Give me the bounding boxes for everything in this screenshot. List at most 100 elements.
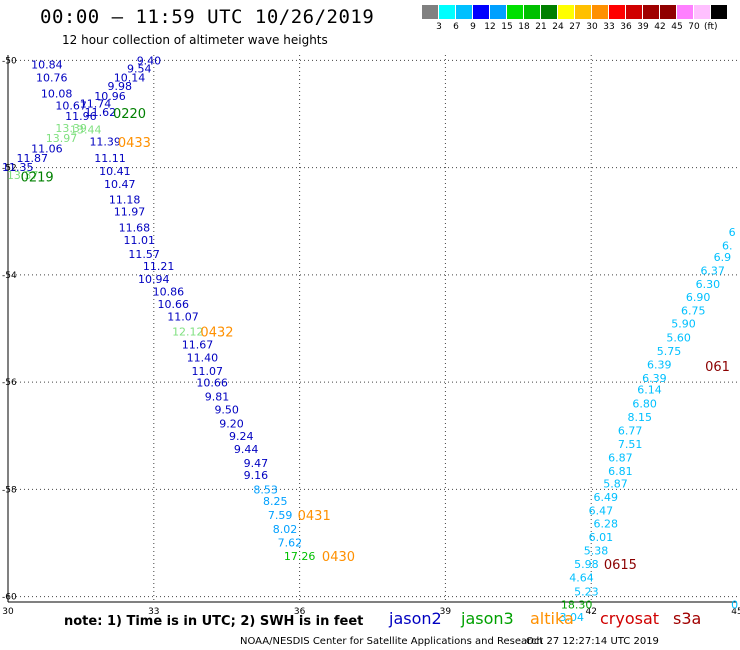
legend-s3a: s3a xyxy=(673,609,702,628)
wave-height-value: 10.47 xyxy=(104,178,136,191)
scale-label: 21 xyxy=(535,22,547,32)
wave-height-value: 11.21 xyxy=(143,260,175,273)
scale-label: 24 xyxy=(552,22,564,32)
wave-height-value: 11.06 xyxy=(31,142,63,155)
pass-time-label: 0431 xyxy=(298,509,331,524)
wave-height-value: 13.97 xyxy=(46,132,78,145)
scale-label: 36 xyxy=(620,22,632,32)
scale-swatch xyxy=(643,5,660,19)
wave-height-value: 10.96 xyxy=(94,90,126,103)
wave-height-value: 11.07 xyxy=(192,365,224,378)
wave-height-value: 6.75 xyxy=(681,304,706,317)
footer-credit: NOAA/NESDIS Center for Satellite Applica… xyxy=(240,636,543,647)
wave-height-value: 6 xyxy=(729,226,736,239)
scale-label: 3 xyxy=(436,22,442,32)
wave-height-value: 11.87 xyxy=(17,152,49,165)
scale-swatch xyxy=(456,5,473,19)
wave-height-value: 6.37 xyxy=(700,265,725,278)
scale-label: 70 xyxy=(688,22,700,32)
lat-tick-label: -60 xyxy=(2,593,17,603)
scale-swatch xyxy=(422,5,439,19)
lon-tick-label: 30 xyxy=(2,607,14,617)
scale-swatch xyxy=(694,5,711,19)
wave-height-value: 6.81 xyxy=(608,465,633,478)
wave-height-value: 5.23 xyxy=(574,585,599,598)
legend-jason3: jason3 xyxy=(461,609,514,628)
wave-height-value: 10.84 xyxy=(31,59,63,72)
lon-tick-label: 45 xyxy=(731,607,740,617)
pass-time-label: 0219 xyxy=(21,171,54,186)
scale-label: 15 xyxy=(501,22,513,32)
wave-height-value: 11.68 xyxy=(119,222,151,235)
wave-height-value: 4.64 xyxy=(569,571,594,584)
wave-height-value: 10.76 xyxy=(36,72,68,85)
pass-time-label: 0615 xyxy=(604,558,637,573)
wave-height-value: 10.14 xyxy=(114,72,146,85)
scale-label: 42 xyxy=(654,22,666,32)
wave-height-value: 9.50 xyxy=(214,403,239,416)
wave-height-value: 6.28 xyxy=(594,518,619,531)
wave-height-value: 9.81 xyxy=(205,391,230,404)
scale-unit: (ft) xyxy=(704,22,718,32)
wave-height-value: 13.39 xyxy=(55,122,87,135)
wave-height-value: 9.98 xyxy=(108,80,133,93)
lon-tick-label: 42 xyxy=(585,607,596,617)
scale-swatch xyxy=(626,5,643,19)
scale-label: 33 xyxy=(603,22,615,32)
wave-height-value: 6.87 xyxy=(608,452,633,465)
wave-height-value: 11.18 xyxy=(109,193,141,206)
wave-height-value: 6.90 xyxy=(686,291,711,304)
wave-height-value: 11.40 xyxy=(187,351,219,364)
wave-height-value: 11.97 xyxy=(114,206,146,219)
scale-swatch xyxy=(541,5,558,19)
wave-height-value: 9.44 xyxy=(234,443,259,456)
wave-height-value: 6.30 xyxy=(696,278,721,291)
wave-height-value: 6.39 xyxy=(647,358,672,371)
wave-height-value: 6.01 xyxy=(589,531,614,544)
lat-tick-label: -54 xyxy=(2,271,17,281)
wave-height-value: 11.11 xyxy=(94,152,126,165)
wave-height-value: 8.53 xyxy=(253,483,278,496)
wave-height-value: 6.49 xyxy=(594,491,619,504)
wave-height-value: 5.98 xyxy=(574,558,599,571)
wave-height-value: 5.75 xyxy=(657,345,682,358)
wave-height-value: 11.07 xyxy=(167,311,199,324)
wave-height-value: 11.62 xyxy=(85,106,117,119)
pass-time-label: 0433 xyxy=(118,136,151,151)
wave-height-value: 8.15 xyxy=(628,411,653,424)
wave-height-value: 9.24 xyxy=(229,430,254,443)
wave-height-value: 10.86 xyxy=(153,285,185,298)
scale-swatch xyxy=(711,5,728,19)
scale-label: 18 xyxy=(518,22,530,32)
lon-tick-label: 36 xyxy=(294,607,306,617)
wave-height-value: 9.47 xyxy=(244,457,269,470)
pass-time-label: 0220 xyxy=(113,107,146,122)
legend-cryosat: cryosat xyxy=(600,609,660,628)
wave-height-value: 5.87 xyxy=(603,477,628,490)
scale-swatch xyxy=(575,5,592,19)
scale-swatch xyxy=(677,5,694,19)
wave-height-value: 9.54 xyxy=(127,62,152,75)
wave-height-value: 5.38 xyxy=(584,545,609,558)
scale-label: 6 xyxy=(453,22,459,32)
wave-height-value: 11.67 xyxy=(182,339,214,352)
wave-height-value: 9.16 xyxy=(244,469,269,482)
map-title: 00:00 – 11:59 UTC 10/26/2019 xyxy=(40,6,375,28)
wave-height-value: 7.51 xyxy=(618,438,643,451)
wave-height-value: 5.60 xyxy=(666,332,691,345)
wave-height-value: 18.30 xyxy=(561,599,593,612)
wave-height-value: 12.12 xyxy=(172,326,204,339)
lat-tick-label: -58 xyxy=(2,485,17,495)
scale-swatch xyxy=(558,5,575,19)
legend-jason2: jason2 xyxy=(389,609,442,628)
scale-swatch xyxy=(439,5,456,19)
wave-height-value: 6.77 xyxy=(618,424,643,437)
footer-timestamp: Oct 27 12:27:14 UTC 2019 xyxy=(526,636,659,647)
wave-height-value: 13.37 xyxy=(7,169,39,182)
wave-height-value: 9.40 xyxy=(137,54,162,67)
lon-tick-label: 39 xyxy=(440,607,452,617)
wave-height-value: 11.96 xyxy=(65,110,97,123)
wave-height-value: 10.67 xyxy=(55,99,87,112)
wave-height-value: 8.02 xyxy=(273,523,298,536)
wave-height-value: 3.04 xyxy=(560,611,585,624)
